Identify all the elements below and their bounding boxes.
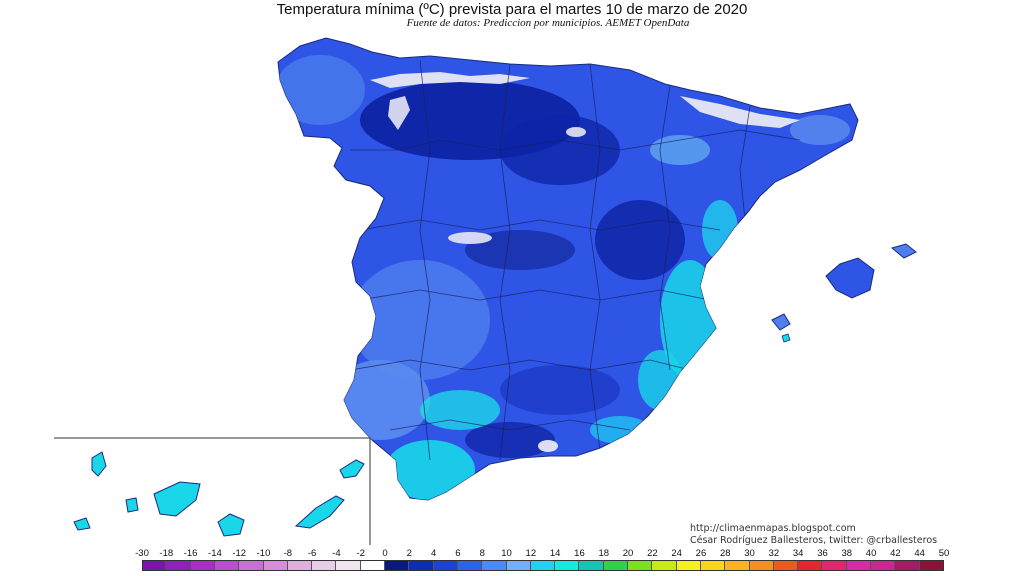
legend-swatch — [871, 560, 896, 571]
legend-swatch — [676, 560, 701, 571]
legend-label: 44 — [914, 548, 925, 559]
legend-swatch — [336, 560, 361, 571]
legend-label: 4 — [430, 548, 437, 559]
legend-swatch — [433, 560, 458, 571]
legend-swatch — [798, 560, 823, 571]
legend-swatch — [482, 560, 507, 571]
legend-swatch — [530, 560, 556, 571]
legend-swatch — [166, 560, 191, 571]
legend-swatch — [603, 560, 629, 571]
legend-label: 30 — [744, 548, 755, 559]
legend-label: -18 — [159, 548, 174, 559]
map-subtitle: Fuente de datos: Prediccion por municipi… — [406, 17, 690, 29]
legend-label: -12 — [232, 548, 247, 559]
legend-label: 6 — [455, 548, 461, 559]
legend-label: 8 — [479, 548, 485, 559]
credits: http://climaenmapas.blogspot.com César R… — [690, 523, 937, 546]
legend-label: 22 — [647, 548, 658, 559]
legend-label: 14 — [549, 548, 561, 559]
legend-swatch — [555, 560, 580, 571]
legend-swatch — [385, 560, 410, 571]
temperature-map — [54, 37, 917, 545]
legend-swatch — [312, 560, 337, 571]
legend-label: 24 — [671, 548, 682, 559]
legend-label: 20 — [622, 548, 634, 559]
legend-label: -14 — [208, 548, 222, 559]
blog-url: http://climaenmapas.blogspot.com — [690, 523, 856, 534]
legend-swatch — [142, 560, 167, 571]
legend-swatch — [628, 560, 653, 571]
legend-label: 10 — [501, 548, 512, 559]
legend-label: 50 — [938, 548, 950, 559]
balearic-islands — [771, 243, 917, 343]
legend-label: -4 — [332, 548, 341, 559]
color-legend: -30 -18 -16 -14 -12 -10 -8 -6 -4 -2 0 2 4 6 8 10 12 14 16 1… — [135, 548, 949, 574]
legend-label: 2 — [406, 548, 412, 559]
legend-swatch — [822, 560, 847, 571]
legend-label: -30 — [135, 548, 149, 559]
legend-swatch — [409, 560, 434, 571]
legend-swatch — [214, 560, 240, 571]
legend-swatch — [895, 560, 920, 571]
legend-swatch — [579, 560, 604, 571]
legend-label: 16 — [574, 548, 585, 559]
legend-label: -10 — [256, 548, 271, 559]
legend-label: 34 — [792, 548, 804, 559]
legend-label: -2 — [356, 548, 365, 559]
canary-islands-inset — [54, 437, 371, 545]
legend-label: 40 — [865, 548, 877, 559]
legend-swatch — [457, 560, 483, 571]
legend-label: 38 — [841, 548, 853, 559]
legend-label: 42 — [890, 548, 901, 559]
legend-swatch — [239, 560, 264, 571]
legend-swatch — [749, 560, 774, 571]
legend-label: 36 — [817, 548, 828, 559]
legend-label: -16 — [183, 548, 198, 559]
legend-swatch — [725, 560, 750, 571]
legend-swatch — [263, 560, 288, 571]
legend-label: -8 — [283, 548, 293, 559]
legend-label: -6 — [307, 548, 317, 559]
legend-swatch — [700, 560, 726, 571]
legend-swatch — [506, 560, 531, 571]
legend-label: 12 — [525, 548, 537, 559]
iberian-peninsula — [277, 37, 859, 501]
legend-swatch — [846, 560, 872, 571]
legend-frame — [142, 560, 944, 571]
legend-swatch — [652, 560, 677, 571]
legend-swatch — [190, 560, 215, 571]
author-credit: César Rodríguez Ballesteros, twitter: @c… — [690, 534, 938, 546]
map-title: Temperatura mínima (ºC) prevista para el… — [276, 1, 748, 18]
legend-label: 18 — [598, 548, 610, 559]
legend-label: 32 — [768, 548, 780, 559]
legend-label: 28 — [719, 548, 731, 559]
legend-swatch — [773, 560, 799, 571]
legend-label: 26 — [695, 548, 707, 559]
legend-swatch — [287, 560, 313, 571]
legend-swatch — [360, 560, 386, 571]
legend-label: 0 — [382, 548, 388, 559]
